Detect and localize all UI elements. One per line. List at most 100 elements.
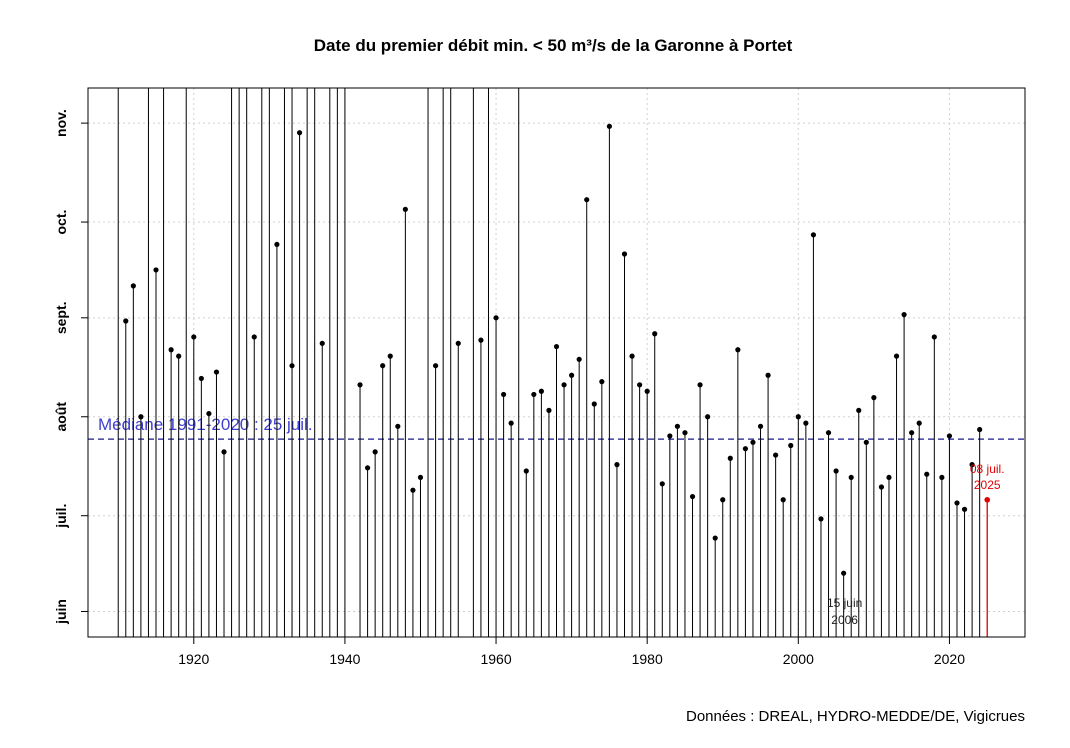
data-point	[810, 232, 817, 238]
data-point	[508, 420, 514, 426]
data-point	[652, 331, 658, 337]
y-tick-label: oct.	[53, 210, 69, 235]
y-tick-label: juil.	[53, 504, 69, 529]
data-point	[176, 353, 182, 359]
data-point	[138, 414, 144, 420]
data-point	[123, 318, 129, 324]
annotation-layer: 08 juil. 2025 15 juin 2006	[827, 462, 1005, 627]
grid-layer	[88, 88, 1025, 637]
points-layer	[123, 123, 991, 576]
data-point	[954, 500, 960, 506]
data-point	[553, 343, 560, 350]
data-point	[795, 414, 801, 420]
data-point	[712, 535, 718, 541]
data-point	[689, 493, 696, 500]
x-tick-label: 1940	[329, 651, 360, 667]
data-point	[856, 407, 862, 413]
data-point	[614, 462, 620, 468]
data-point	[538, 388, 544, 394]
median-label: Médiane 1991-2020 : 25 juil.	[98, 415, 313, 434]
data-point	[848, 474, 854, 481]
data-point	[493, 315, 499, 321]
data-point	[599, 379, 605, 385]
data-point	[878, 484, 885, 490]
data-point	[606, 123, 612, 129]
data-point	[432, 363, 439, 369]
x-tick-label: 2000	[783, 651, 814, 667]
data-point	[206, 410, 212, 417]
data-point	[969, 462, 975, 468]
data-point	[478, 337, 484, 343]
data-point	[841, 570, 847, 576]
min-date-label-year: 2006	[831, 613, 858, 627]
data-point	[727, 455, 733, 461]
data-point	[697, 382, 703, 388]
data-point	[909, 430, 915, 436]
data-point	[410, 487, 416, 493]
data-point	[387, 353, 393, 359]
y-tick-label: nov.	[53, 109, 69, 137]
data-point	[198, 375, 204, 382]
data-point	[357, 382, 363, 388]
data-point	[818, 516, 824, 522]
data-point	[871, 395, 877, 401]
data-point	[825, 430, 832, 436]
data-point	[296, 130, 303, 136]
data-point	[705, 414, 711, 420]
bars-layer	[117, 88, 988, 637]
data-source-caption: Données : DREAL, HYDRO-MEDDE/DE, Vigicru…	[686, 708, 1025, 725]
x-axis: 1920 1940 1960 1980 2000 2020	[178, 637, 965, 667]
data-point	[901, 312, 907, 318]
highlight-label-date: 08 juil.	[970, 462, 1005, 476]
y-tick-label: août	[53, 402, 69, 432]
data-point	[546, 407, 552, 413]
data-point	[130, 283, 136, 289]
data-point	[417, 474, 424, 481]
data-point	[251, 334, 257, 340]
data-point	[213, 369, 220, 375]
y-tick-label: juin	[53, 599, 69, 625]
data-point	[893, 353, 900, 359]
data-point	[455, 340, 461, 346]
data-point	[924, 471, 930, 477]
data-point	[961, 506, 968, 512]
data-point	[863, 439, 869, 445]
data-point	[501, 391, 507, 398]
data-point	[402, 206, 408, 212]
data-point	[319, 340, 325, 346]
data-point	[735, 347, 741, 353]
data-point	[561, 382, 567, 388]
data-point	[659, 481, 665, 487]
data-point	[629, 353, 635, 359]
data-point	[168, 347, 174, 353]
data-point	[977, 426, 983, 433]
data-point	[765, 372, 771, 378]
x-tick-label: 1960	[480, 651, 511, 667]
data-point	[584, 197, 590, 203]
data-point	[674, 423, 681, 429]
plot-frame	[87, 87, 1026, 638]
data-point	[780, 497, 786, 503]
data-point	[289, 363, 295, 369]
chart-title: Date du premier débit min. < 50 m³/s de …	[314, 36, 793, 55]
x-tick-label: 1980	[632, 651, 663, 667]
data-point	[364, 465, 371, 471]
data-point	[395, 423, 401, 429]
median-layer: Médiane 1991-2020 : 25 juil.	[88, 415, 1025, 440]
data-point	[886, 474, 892, 481]
x-tick-label: 1920	[178, 651, 209, 667]
data-point	[667, 433, 673, 439]
data-point	[682, 430, 688, 436]
data-point	[788, 442, 794, 449]
x-tick-label: 2020	[934, 651, 965, 667]
data-point	[221, 449, 227, 455]
data-point	[773, 452, 779, 458]
data-point	[591, 401, 597, 407]
data-point	[803, 420, 809, 426]
data-point	[742, 446, 749, 452]
data-point	[523, 468, 529, 474]
data-point	[191, 334, 197, 340]
data-point	[569, 372, 575, 378]
data-point	[153, 267, 159, 273]
